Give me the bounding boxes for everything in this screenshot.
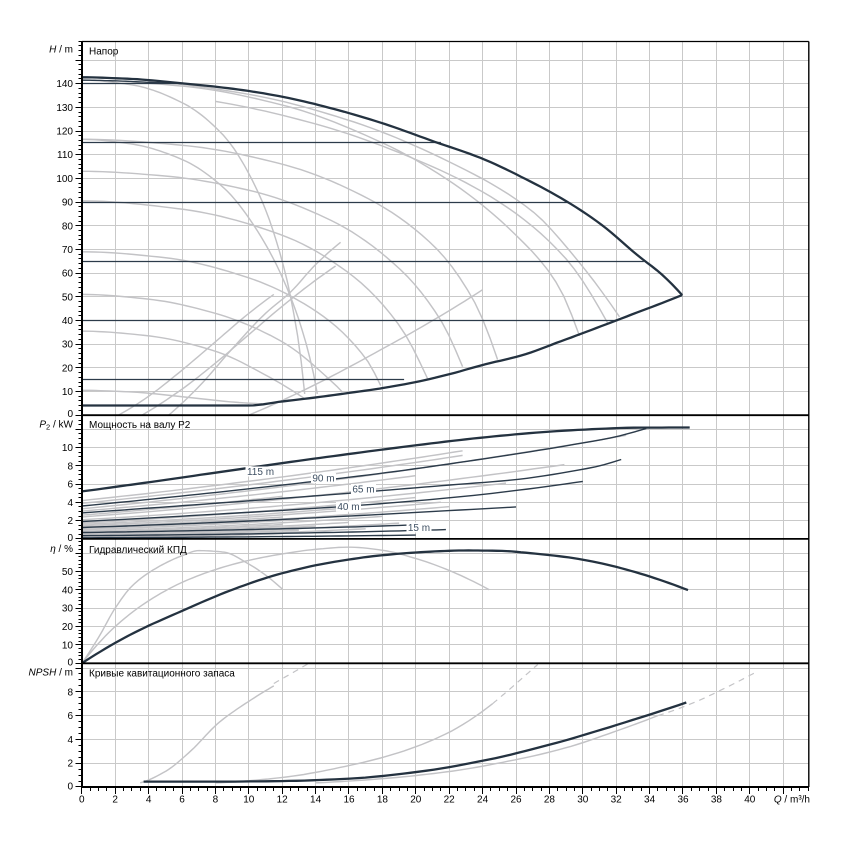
svg-text:H / m: H / m (49, 45, 73, 56)
svg-text:20: 20 (410, 795, 422, 806)
svg-text:Q / m³/h: Q / m³/h (774, 795, 810, 806)
svg-text:10: 10 (62, 640, 74, 651)
svg-text:40 m: 40 m (337, 502, 359, 513)
svg-text:70: 70 (62, 245, 74, 256)
svg-text:Напор: Напор (89, 47, 119, 58)
svg-text:Кривые кавитационного запаса: Кривые кавитационного запаса (89, 669, 235, 680)
svg-text:6: 6 (67, 480, 73, 491)
svg-text:22: 22 (444, 795, 456, 806)
svg-text:P2 / kW: P2 / kW (39, 420, 73, 432)
svg-text:28: 28 (544, 795, 556, 806)
svg-text:26: 26 (510, 795, 522, 806)
svg-text:38: 38 (711, 795, 723, 806)
svg-text:115 m: 115 m (247, 467, 274, 478)
svg-text:40: 40 (62, 585, 74, 596)
svg-text:80: 80 (62, 221, 74, 232)
svg-text:10: 10 (243, 795, 255, 806)
svg-text:2: 2 (112, 795, 118, 806)
svg-text:50: 50 (62, 567, 74, 578)
svg-text:40: 40 (62, 316, 74, 327)
svg-text:0: 0 (67, 533, 73, 544)
svg-text:65 m: 65 m (352, 485, 374, 496)
svg-text:24: 24 (477, 795, 489, 806)
svg-text:15 m: 15 m (408, 523, 430, 534)
svg-text:90: 90 (62, 198, 74, 209)
svg-text:100: 100 (56, 174, 73, 185)
svg-text:34: 34 (644, 795, 656, 806)
svg-text:0: 0 (67, 409, 73, 420)
svg-text:50: 50 (62, 292, 74, 303)
svg-text:6: 6 (179, 795, 185, 806)
svg-text:18: 18 (377, 795, 389, 806)
svg-text:4: 4 (146, 795, 152, 806)
svg-text:10: 10 (62, 443, 74, 454)
svg-text:0: 0 (67, 657, 73, 668)
svg-text:36: 36 (677, 795, 689, 806)
svg-text:20: 20 (62, 622, 74, 633)
svg-text:40: 40 (744, 795, 756, 806)
svg-text:NPSH / m: NPSH / m (29, 668, 73, 679)
svg-text:32: 32 (611, 795, 623, 806)
svg-text:130: 130 (56, 103, 73, 114)
svg-text:60: 60 (62, 269, 74, 280)
svg-text:η / %: η / % (50, 544, 73, 555)
svg-text:4: 4 (67, 735, 73, 746)
svg-text:110: 110 (57, 150, 73, 161)
svg-text:Гидравлический КПД: Гидравлический КПД (89, 545, 187, 556)
svg-text:Мощность на валу P2: Мощность на валу P2 (89, 420, 191, 431)
svg-text:20: 20 (62, 363, 74, 374)
svg-text:12: 12 (277, 795, 289, 806)
svg-text:0: 0 (79, 795, 85, 806)
svg-text:0: 0 (67, 782, 73, 793)
svg-text:2: 2 (67, 759, 73, 770)
svg-text:90 m: 90 m (312, 474, 334, 485)
svg-text:14: 14 (310, 795, 322, 806)
svg-text:30: 30 (62, 604, 74, 615)
svg-text:16: 16 (343, 795, 355, 806)
svg-text:10: 10 (62, 387, 74, 398)
svg-text:30: 30 (577, 795, 589, 806)
svg-text:140: 140 (56, 79, 73, 90)
svg-text:8: 8 (67, 461, 73, 472)
svg-text:8: 8 (213, 795, 219, 806)
svg-text:2: 2 (67, 516, 73, 527)
svg-text:30: 30 (62, 340, 74, 351)
svg-text:4: 4 (67, 498, 73, 509)
svg-text:6: 6 (67, 711, 73, 722)
svg-text:120: 120 (56, 127, 73, 138)
svg-text:8: 8 (67, 687, 73, 698)
